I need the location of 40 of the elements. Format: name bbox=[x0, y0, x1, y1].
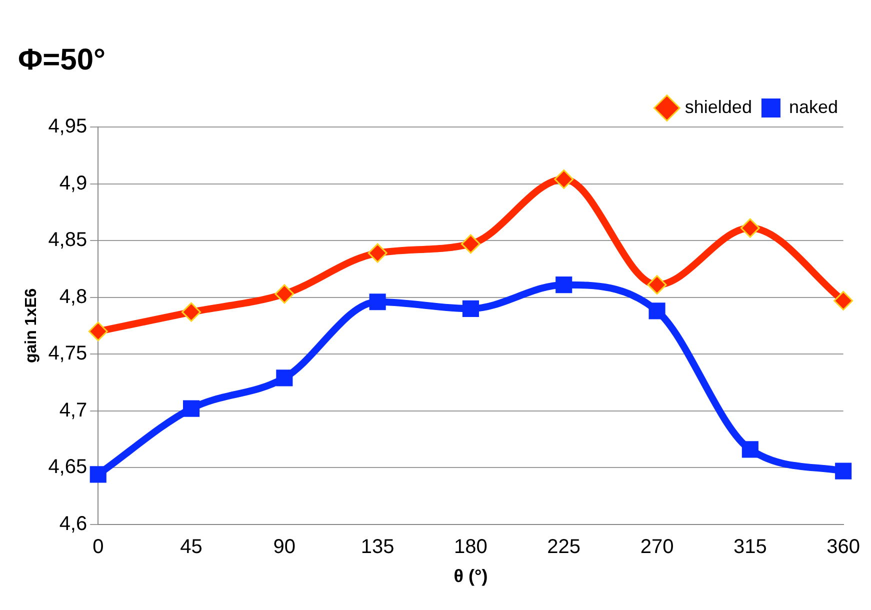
x-tick-label: 90 bbox=[273, 536, 296, 558]
point bbox=[88, 322, 108, 342]
x-tick-label: 45 bbox=[180, 536, 202, 558]
point bbox=[554, 169, 574, 189]
y-tick-label: 4,85 bbox=[48, 229, 88, 252]
x-tick-label: 315 bbox=[733, 536, 767, 558]
y-tick-label: 4,95 bbox=[48, 116, 88, 138]
point bbox=[90, 466, 106, 483]
x-tick-label: 360 bbox=[826, 536, 860, 558]
point bbox=[369, 294, 386, 310]
point bbox=[182, 400, 200, 417]
x-tick-label: 225 bbox=[547, 536, 581, 558]
point bbox=[556, 276, 572, 294]
point bbox=[740, 218, 760, 238]
point bbox=[460, 234, 480, 254]
point bbox=[274, 284, 294, 304]
point bbox=[368, 243, 388, 263]
y-tick-label: 4,6 bbox=[59, 512, 88, 535]
x-axis-title: θ (°) bbox=[454, 566, 488, 586]
x-tick-label: 180 bbox=[454, 536, 488, 558]
y-tick-label: 4,9 bbox=[59, 172, 88, 194]
y-tick-label: 4,8 bbox=[59, 286, 88, 308]
point bbox=[462, 300, 479, 317]
point bbox=[648, 302, 666, 320]
point bbox=[835, 462, 852, 480]
x-tick-label: 270 bbox=[640, 536, 674, 558]
legend-label: shielded bbox=[684, 96, 752, 117]
y-tick-label: 4,65 bbox=[48, 456, 88, 478]
x-tick-label: 135 bbox=[360, 536, 394, 558]
y-axis-title: gain 1xE6 bbox=[23, 288, 40, 364]
point bbox=[647, 275, 667, 295]
y-tick-label: 4,7 bbox=[59, 399, 88, 422]
legend-label: naked bbox=[788, 96, 838, 117]
chart-title: Φ=50° bbox=[18, 43, 106, 76]
x-tick-label: 0 bbox=[92, 536, 104, 558]
point bbox=[742, 441, 758, 458]
point bbox=[276, 370, 293, 386]
point bbox=[834, 290, 854, 310]
y-tick-label: 4,75 bbox=[48, 342, 88, 365]
point bbox=[182, 302, 202, 322]
